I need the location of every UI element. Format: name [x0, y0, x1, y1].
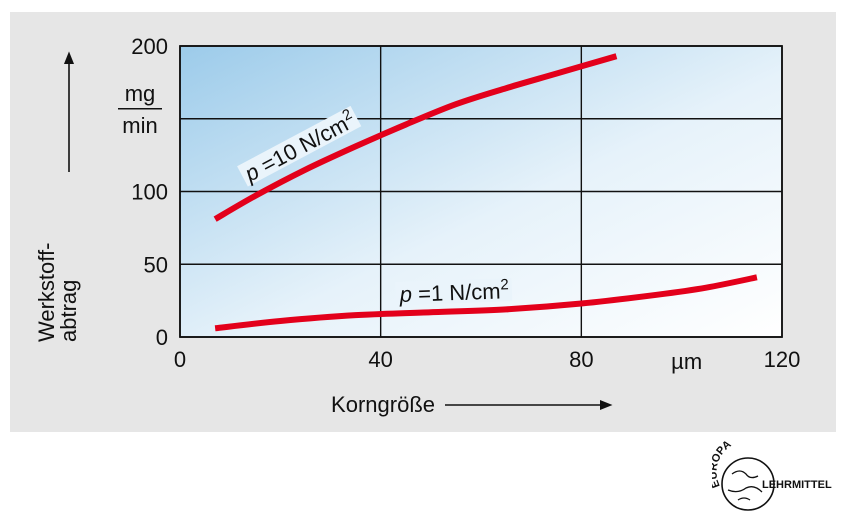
label-p: p	[398, 282, 412, 307]
y-tick-label: 100	[131, 180, 168, 205]
logo-text-right: LEHRMITTEL	[762, 479, 832, 491]
series-label-2: p =1 N/cm2	[395, 276, 513, 307]
x-unit: µm	[671, 349, 702, 374]
x-tick-label: 80	[569, 347, 593, 372]
y-axis-label: Werkstoff-abtrag	[34, 243, 81, 342]
label-eq: =1 N/cm	[412, 278, 501, 306]
grid	[179, 45, 783, 338]
label-sup: 2	[500, 276, 509, 293]
series-label-2-bg	[395, 278, 513, 306]
series-line-1	[213, 53, 618, 222]
series-layer	[213, 53, 758, 332]
y-unit-denominator: min	[122, 113, 157, 138]
y-unit-numerator: mg	[125, 81, 156, 106]
y-tick-label: 0	[156, 325, 168, 350]
x-tick-label: 120	[764, 347, 801, 372]
plot-frame	[179, 45, 783, 338]
y-axis-label-line2: abtrag	[56, 280, 81, 342]
series-line-2	[214, 274, 758, 332]
europa-lehrmittel-logo: EUROPA LEHRMITTEL	[707, 438, 844, 518]
x-axis-label: Korngröße	[331, 392, 435, 417]
x-tick-label: 40	[368, 347, 392, 372]
x-tick-label: 0	[174, 347, 186, 372]
chart-figure: 0 40 80 120 0 50 100 200 p =10 N/cm2 p =1 N/cm2 µ…	[10, 12, 836, 432]
series-label-1-bg	[237, 105, 362, 187]
y-axis-label-line1: Werkstoff-	[34, 243, 59, 342]
y-tick-label: 200	[131, 34, 168, 59]
series-label-2-text: p =1 N/cm2	[398, 276, 509, 307]
tick-labels: 0 40 80 120 0 50 100 200	[131, 34, 800, 372]
y-tick-label: 50	[144, 252, 168, 277]
